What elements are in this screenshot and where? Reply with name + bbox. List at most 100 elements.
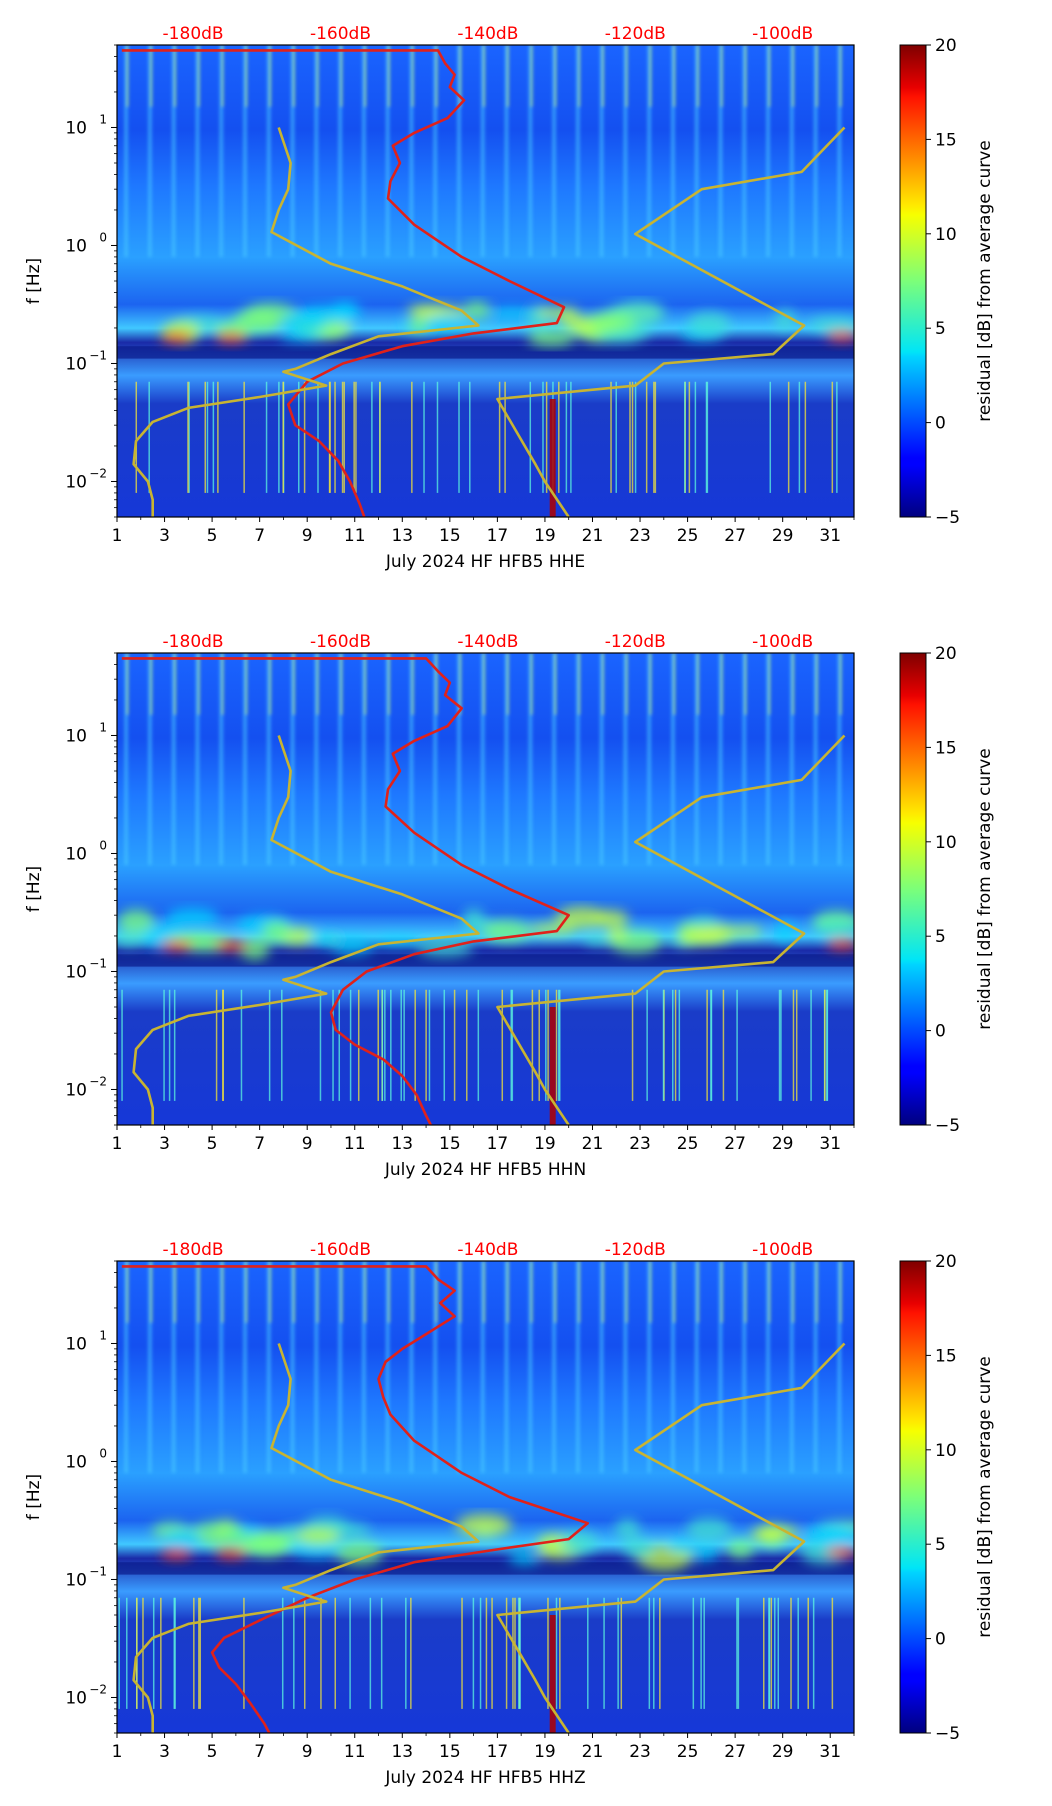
average-psd-curve <box>121 1265 590 1733</box>
colorbar-tick-label: 20 <box>935 36 957 56</box>
colorbar-tick-label: −5 <box>935 508 960 528</box>
spectrogram-heatmap <box>117 653 854 1125</box>
x-tick-label: 15 <box>439 1742 461 1762</box>
y-tick-label: 10 <box>65 1452 87 1472</box>
high-noise-model-curve <box>496 126 846 517</box>
x-tick-label: 21 <box>582 526 604 546</box>
svg-text:−1: −1 <box>89 956 107 970</box>
colorbar-tick-label: 5 <box>935 1535 946 1555</box>
x-tick-label: 9 <box>302 1742 313 1762</box>
svg-text:1: 1 <box>99 112 107 126</box>
db-scale-label: -120dB <box>605 24 666 44</box>
x-tick-label: 25 <box>677 1742 699 1762</box>
average-psd-curve <box>121 657 571 1125</box>
x-tick-label: 25 <box>677 526 699 546</box>
colorbar <box>899 1260 927 1734</box>
x-tick-label: 19 <box>534 1742 556 1762</box>
x-tick-label: 13 <box>391 1134 413 1154</box>
x-tick-label: 7 <box>254 1742 265 1762</box>
x-tick-label: 3 <box>159 1742 170 1762</box>
db-scale-label: -180dB <box>163 24 224 44</box>
svg-text:−2: −2 <box>89 1074 107 1088</box>
event-column <box>549 399 556 517</box>
x-tick-label: 5 <box>207 526 218 546</box>
x-tick-label: 25 <box>677 1134 699 1154</box>
x-tick-label: 5 <box>207 1742 218 1762</box>
y-tick-label: 10 <box>65 1688 87 1708</box>
x-axis-label: July 2024 HF HFB5 HHE <box>385 552 585 572</box>
svg-text:−1: −1 <box>89 348 107 362</box>
spectrogram-heatmap <box>117 45 854 517</box>
db-scale-label: -140dB <box>457 1240 518 1260</box>
colorbar-tick-label: 20 <box>935 644 957 664</box>
event-column <box>549 1615 556 1733</box>
x-tick-label: 23 <box>629 526 651 546</box>
colorbar <box>899 44 927 518</box>
x-tick-label: 5 <box>207 1134 218 1154</box>
x-tick-label: 15 <box>439 1134 461 1154</box>
y-tick-label: 10 <box>65 1334 87 1354</box>
x-tick-label: 11 <box>344 526 366 546</box>
x-tick-label: 29 <box>772 526 794 546</box>
x-tick-label: 29 <box>772 1134 794 1154</box>
colorbar-label: residual [dB] from average curve <box>975 1356 995 1637</box>
x-tick-label: 13 <box>391 526 413 546</box>
y-tick-label: 10 <box>65 1570 87 1590</box>
x-tick-label: 9 <box>302 526 313 546</box>
y-tick-label: 10 <box>65 236 87 256</box>
x-tick-label: 17 <box>487 1134 509 1154</box>
x-tick-label: 17 <box>487 1742 509 1762</box>
colorbar <box>899 652 927 1126</box>
colorbar-tick-label: 5 <box>935 927 946 947</box>
spectrogram-heatmap <box>117 1261 854 1733</box>
colorbar-label: residual [dB] from average curve <box>975 748 995 1029</box>
y-tick-label: 10 <box>65 472 87 492</box>
db-scale-label: -160dB <box>310 1240 371 1260</box>
x-tick-label: 27 <box>724 526 746 546</box>
low-noise-model-curve <box>132 735 480 1125</box>
y-tick-label: 10 <box>65 118 87 138</box>
average-psd-curve <box>121 49 566 517</box>
y-axis-label: f [Hz] <box>24 258 44 304</box>
db-scale-label: -100dB <box>752 24 813 44</box>
x-tick-label: 31 <box>819 1742 841 1762</box>
x-tick-label: 27 <box>724 1742 746 1762</box>
y-tick-label: 10 <box>65 962 87 982</box>
x-tick-label: 1 <box>112 526 123 546</box>
db-scale-label: -100dB <box>752 632 813 652</box>
x-tick-label: 31 <box>819 1134 841 1154</box>
event-column <box>549 1007 556 1125</box>
y-tick-label: 10 <box>65 354 87 374</box>
db-scale-label: -140dB <box>457 24 518 44</box>
x-tick-label: 1 <box>112 1742 123 1762</box>
colorbar-tick-label: −5 <box>935 1116 960 1136</box>
x-tick-label: 7 <box>254 1134 265 1154</box>
x-tick-label: 23 <box>629 1134 651 1154</box>
svg-text:1: 1 <box>99 1328 107 1342</box>
high-noise-model-curve <box>496 1342 846 1733</box>
x-axis-label: July 2024 HF HFB5 HHZ <box>384 1768 585 1788</box>
colorbar-tick-label: 15 <box>935 738 957 758</box>
db-scale-label: -120dB <box>605 632 666 652</box>
colorbar-tick-label: 15 <box>935 130 957 150</box>
colorbar-tick-label: 10 <box>935 833 957 853</box>
x-tick-label: 17 <box>487 526 509 546</box>
colorbar-tick-label: −5 <box>935 1724 960 1744</box>
colorbar-label: residual [dB] from average curve <box>975 140 995 421</box>
db-scale-label: -180dB <box>163 632 224 652</box>
svg-text:1: 1 <box>99 720 107 734</box>
x-tick-label: 19 <box>534 526 556 546</box>
x-tick-label: 15 <box>439 526 461 546</box>
y-tick-label: 10 <box>65 1080 87 1100</box>
colorbar-tick-label: 5 <box>935 319 946 339</box>
x-tick-label: 7 <box>254 526 265 546</box>
low-noise-model-curve <box>132 1343 480 1733</box>
x-tick-label: 9 <box>302 1134 313 1154</box>
db-scale-label: -160dB <box>310 24 371 44</box>
db-scale-label: -120dB <box>605 1240 666 1260</box>
x-tick-label: 19 <box>534 1134 556 1154</box>
x-tick-label: 27 <box>724 1134 746 1154</box>
